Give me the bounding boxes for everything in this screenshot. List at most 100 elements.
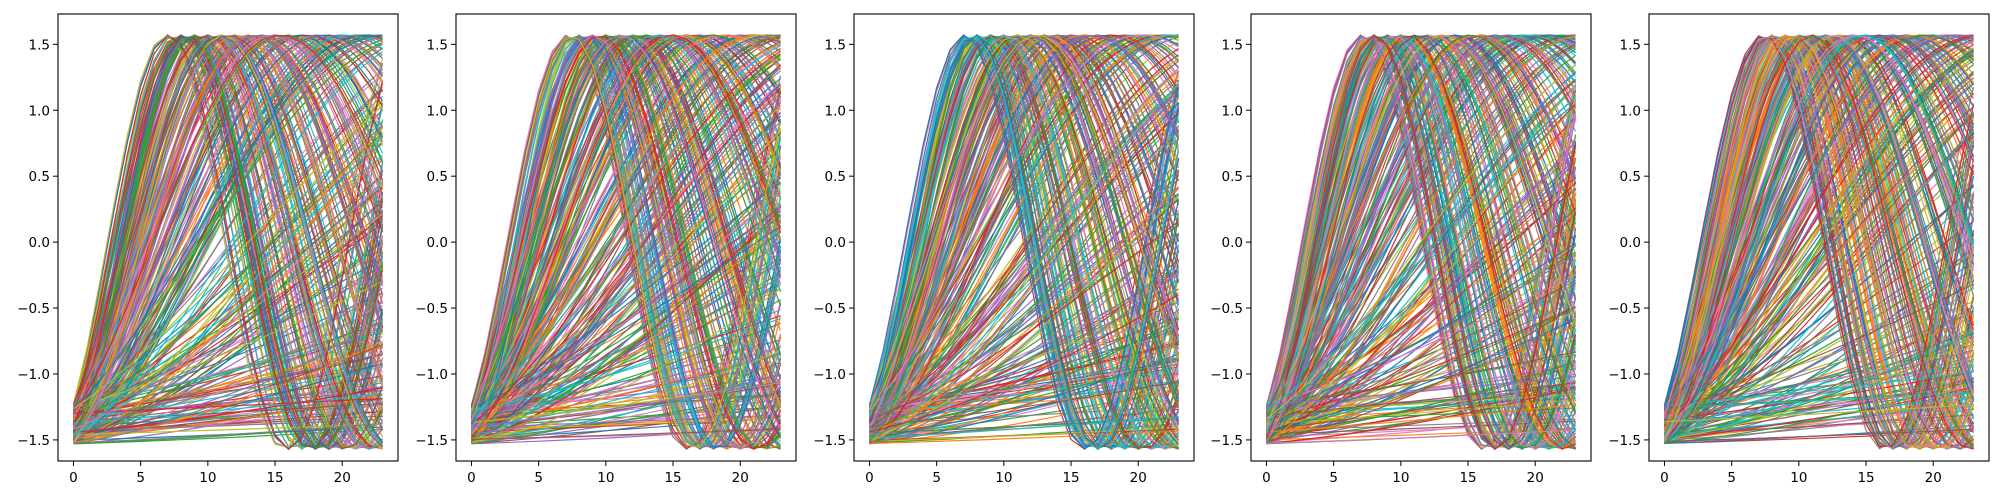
series-line-314 xyxy=(471,50,781,425)
axes-panel-2: 0 5 10 15 20 −1.5 −1.0 −0.5 0.0 0.5 1.0 1.5 xyxy=(415,13,797,486)
y-tick-label: 1.5 xyxy=(427,37,448,53)
series-line-274 xyxy=(1266,386,1576,444)
series-line-280 xyxy=(73,34,383,441)
series-line-281 xyxy=(1266,318,1576,431)
series-line-255 xyxy=(869,34,1180,431)
series-line-213 xyxy=(1664,326,1974,437)
series-line-285 xyxy=(72,34,384,449)
series-line-273 xyxy=(471,34,781,431)
series-line-207 xyxy=(471,352,781,421)
series-line-290 xyxy=(72,35,383,450)
series-line-283 xyxy=(1266,55,1576,432)
series-line-202 xyxy=(471,351,781,425)
series-line-266 xyxy=(471,64,781,443)
series-line-308 xyxy=(73,319,383,445)
series-line-214 xyxy=(1266,176,1576,417)
series-line-192 xyxy=(73,188,383,426)
series-line-305 xyxy=(1265,37,1577,448)
series-line-315 xyxy=(471,381,781,428)
y-tick-label: −0.5 xyxy=(415,301,448,317)
series-line-307 xyxy=(868,34,1179,450)
series-line-313 xyxy=(470,35,781,449)
y-tick-label: 1.0 xyxy=(1620,103,1641,119)
series-line-265 xyxy=(1266,34,1576,423)
series-line-220 xyxy=(1266,35,1576,413)
x-tick-label: 0 xyxy=(1660,470,1669,486)
series-line-287 xyxy=(1663,34,1975,425)
series-line-231 xyxy=(1266,34,1576,439)
series-line-311 xyxy=(1266,34,1576,449)
series-line-317 xyxy=(470,34,782,450)
series-line-298 xyxy=(73,422,383,444)
series-line-318 xyxy=(1663,35,1974,449)
y-tick-label: 0.0 xyxy=(825,235,846,251)
series-line-314 xyxy=(869,294,1179,433)
series-line-293 xyxy=(1664,49,1974,434)
series-line-314 xyxy=(72,34,384,415)
series-line-232 xyxy=(471,288,781,412)
series-line-206 xyxy=(471,383,781,429)
series-line-268 xyxy=(1266,97,1576,416)
series-line-296 xyxy=(1664,283,1974,412)
series-line-232 xyxy=(73,126,383,442)
series-line-236 xyxy=(471,36,781,444)
series-line-218 xyxy=(470,35,781,450)
series-line-275 xyxy=(869,270,1179,445)
x-tick-label: 20 xyxy=(1527,470,1544,486)
y-tick-label: −1.0 xyxy=(415,367,448,383)
y-tick-label: 1.5 xyxy=(29,37,50,53)
series-line-287 xyxy=(1266,274,1576,406)
y-tick-label: 0.0 xyxy=(1620,235,1641,251)
series-line-295 xyxy=(72,34,384,407)
y-tick-label: 0.5 xyxy=(825,169,846,185)
series-line-265 xyxy=(868,34,1180,428)
x-tick-label: 15 xyxy=(1857,470,1874,486)
series-line-283 xyxy=(73,182,383,422)
series-line-316 xyxy=(1265,35,1577,414)
y-tick-label: −0.5 xyxy=(17,301,50,317)
series-line-299 xyxy=(1266,137,1576,426)
series-line-290 xyxy=(471,317,781,412)
series-line-291 xyxy=(868,34,1180,448)
series-line-259 xyxy=(1266,310,1576,430)
series-group xyxy=(868,34,1180,451)
axes-panel-5: 0 5 10 15 20 −1.5 −1.0 −0.5 0.0 0.5 1.0 1.5 xyxy=(1608,13,1990,486)
x-tick-label: 20 xyxy=(732,470,749,486)
series-line-191 xyxy=(1664,34,1974,445)
series-line-302 xyxy=(1664,35,1974,442)
series-line-307 xyxy=(1265,36,1577,450)
series-line-189 xyxy=(868,34,1179,449)
y-tick-label: −1.5 xyxy=(415,433,448,449)
y-tick-label: 1.5 xyxy=(825,37,846,53)
series-line-304 xyxy=(869,221,1179,421)
series-line-318 xyxy=(73,34,384,439)
series-group xyxy=(1265,34,1577,451)
series-line-209 xyxy=(72,34,384,448)
series-line-289 xyxy=(1664,47,1974,428)
axes-frame xyxy=(853,13,1195,462)
axes-frame xyxy=(455,13,797,462)
series-line-243 xyxy=(72,34,384,448)
series-line-277 xyxy=(1663,34,1974,450)
series-line-310 xyxy=(1266,73,1576,422)
series-line-320 xyxy=(470,34,782,428)
series-line-309 xyxy=(1265,34,1577,423)
x-tick-label: 5 xyxy=(932,470,941,486)
x-tick-label: 5 xyxy=(534,470,543,486)
series-line-307 xyxy=(470,34,782,430)
series-line-300 xyxy=(868,35,1180,450)
series-line-298 xyxy=(869,79,1179,425)
series-line-299 xyxy=(1663,34,1975,449)
series-line-309 xyxy=(72,34,383,449)
series-line-301 xyxy=(73,34,383,431)
axes-panel-4: 0 5 10 15 20 −1.5 −1.0 −0.5 0.0 0.5 1.0 1.5 xyxy=(1210,13,1592,486)
series-line-315 xyxy=(1664,34,1975,420)
series-line-192 xyxy=(1266,271,1576,441)
series-line-288 xyxy=(471,102,781,441)
series-line-308 xyxy=(1265,34,1577,449)
series-line-292 xyxy=(869,34,1180,428)
series-line-278 xyxy=(73,305,383,431)
series-line-139 xyxy=(73,104,383,439)
y-tick-label: 0.0 xyxy=(427,235,448,251)
series-line-315 xyxy=(72,34,384,414)
